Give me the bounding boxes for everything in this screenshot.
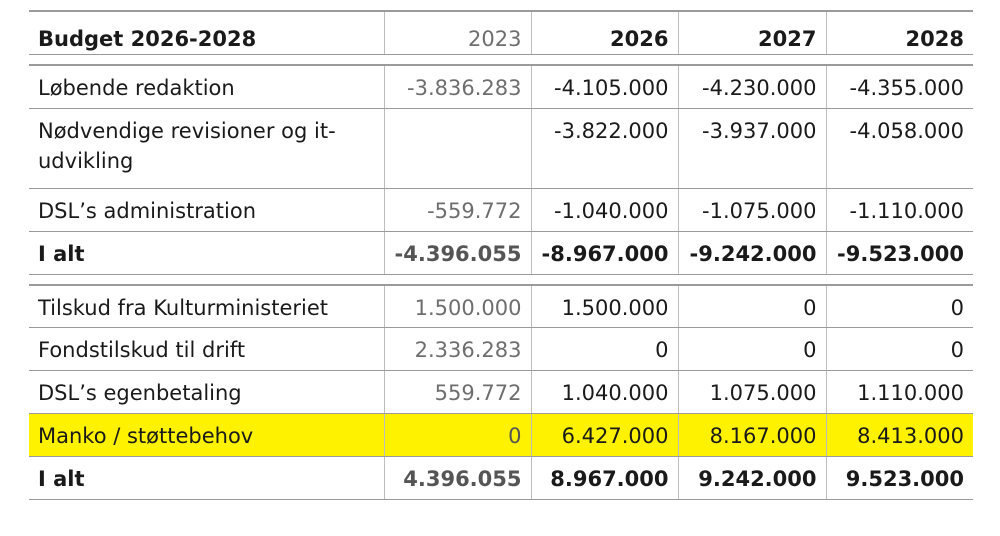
- cell-2026: -4.105.000: [530, 65, 678, 109]
- table-row: Fondstilskud til drift 2.336.283 0 0 0: [29, 327, 973, 371]
- row-label: Nødvendige revisioner og it-udvikling: [29, 108, 384, 189]
- year-header-2028: 2028: [825, 10, 973, 55]
- cell-2026: -1.040.000: [530, 188, 678, 232]
- row-label: Manko / støttebehov: [29, 413, 384, 457]
- total-label: I alt: [29, 456, 384, 500]
- cell-2028: -4.058.000: [825, 108, 973, 189]
- section-divider: [29, 54, 973, 66]
- table-row: DSL’s administration -559.772 -1.040.000…: [29, 188, 973, 232]
- row-label: Løbende redaktion: [29, 65, 384, 109]
- cell-2028: 1.110.000: [825, 370, 973, 414]
- row-label: Fondstilskud til drift: [29, 327, 384, 371]
- row-label: DSL’s administration: [29, 188, 384, 232]
- table-row: Tilskud fra Kulturministeriet 1.500.000 …: [29, 284, 973, 328]
- table-row: Nødvendige revisioner og it-udvikling -3…: [29, 108, 973, 189]
- cell-2028: -1.110.000: [825, 188, 973, 232]
- cell-2028: 8.413.000: [825, 413, 973, 457]
- cell-2023: 2.336.283: [383, 327, 531, 371]
- total-2027: 9.242.000: [677, 456, 826, 500]
- cell-2027: -4.230.000: [677, 65, 826, 109]
- cell-2026: 0: [530, 327, 678, 371]
- year-header-2027: 2027: [677, 10, 826, 55]
- cell-2023: -559.772: [383, 188, 531, 232]
- budget-table: Budget 2026-2028 2023 2026 2027 2028 Løb…: [29, 10, 973, 500]
- cell-2023: 559.772: [383, 370, 531, 414]
- total-label: I alt: [29, 231, 384, 275]
- total-2023: 4.396.055: [383, 456, 531, 500]
- cell-2028: 0: [825, 327, 973, 371]
- header-row: Budget 2026-2028 2023 2026 2027 2028: [29, 10, 973, 55]
- total-row: I alt 4.396.055 8.967.000 9.242.000 9.52…: [29, 456, 973, 500]
- section-divider: [29, 274, 973, 286]
- cell-2027: -1.075.000: [677, 188, 826, 232]
- cell-2028: -4.355.000: [825, 65, 973, 109]
- cell-2026: 1.500.000: [530, 284, 678, 328]
- cell-2023: [383, 108, 531, 189]
- row-label: DSL’s egenbetaling: [29, 370, 384, 414]
- table-row: DSL’s egenbetaling 559.772 1.040.000 1.0…: [29, 370, 973, 414]
- cell-2027: 1.075.000: [677, 370, 826, 414]
- cell-2027: 8.167.000: [677, 413, 826, 457]
- cell-2026: -3.822.000: [530, 108, 678, 189]
- row-label: Tilskud fra Kulturministeriet: [29, 284, 384, 328]
- year-header-2023: 2023: [383, 10, 531, 55]
- cell-2028: 0: [825, 284, 973, 328]
- total-2026: 8.967.000: [530, 456, 678, 500]
- cell-2026: 1.040.000: [530, 370, 678, 414]
- cell-2027: 0: [677, 327, 826, 371]
- cell-2023: 1.500.000: [383, 284, 531, 328]
- total-2028: 9.523.000: [825, 456, 973, 500]
- total-2026: -8.967.000: [530, 231, 678, 275]
- total-row: I alt -4.396.055 -8.967.000 -9.242.000 -…: [29, 231, 973, 275]
- table-row: Løbende redaktion -3.836.283 -4.105.000 …: [29, 65, 973, 109]
- cell-2023: -3.836.283: [383, 65, 531, 109]
- year-header-2026: 2026: [530, 10, 678, 55]
- total-2028: -9.523.000: [825, 231, 973, 275]
- cell-2027: 0: [677, 284, 826, 328]
- cell-2026: 6.427.000: [530, 413, 678, 457]
- highlighted-row: Manko / støttebehov 0 6.427.000 8.167.00…: [29, 413, 973, 457]
- total-2027: -9.242.000: [677, 231, 826, 275]
- total-2023: -4.396.055: [383, 231, 531, 275]
- table-title: Budget 2026-2028: [29, 10, 384, 55]
- cell-2027: -3.937.000: [677, 108, 826, 189]
- cell-2023: 0: [383, 413, 531, 457]
